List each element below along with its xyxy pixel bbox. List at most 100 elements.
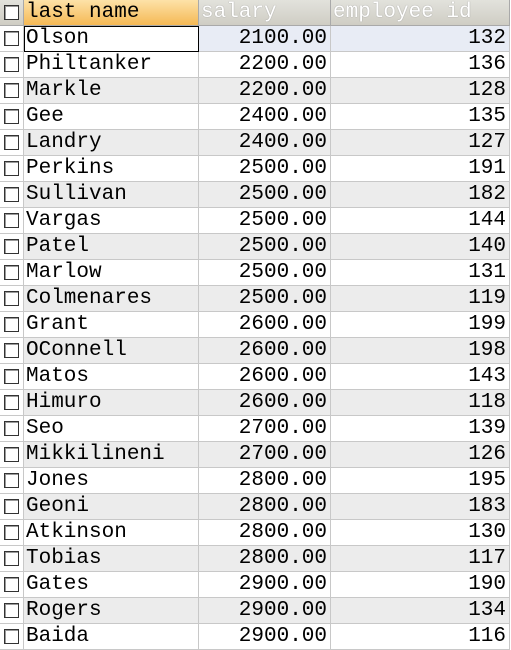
table-row[interactable]: Patel 2500.00 140 [0,234,510,260]
cell-salary[interactable]: 2500.00 [199,208,331,234]
cell-salary[interactable]: 2400.00 [199,104,331,130]
cell-employee-id[interactable]: 183 [331,494,510,520]
cell-last-name[interactable]: Mikkilineni [24,442,199,468]
cell-employee-id[interactable]: 140 [331,234,510,260]
cell-salary[interactable]: 2900.00 [199,598,331,624]
row-checkbox[interactable] [0,520,24,546]
row-checkbox[interactable] [0,572,24,598]
cell-last-name[interactable]: Colmenares [24,286,199,312]
cell-employee-id[interactable]: 117 [331,546,510,572]
cell-employee-id[interactable]: 195 [331,468,510,494]
table-row[interactable]: Gee 2400.00 135 [0,104,510,130]
row-checkbox[interactable] [0,208,24,234]
cell-salary[interactable]: 2600.00 [199,312,331,338]
cell-last-name[interactable]: Marlow [24,260,199,286]
table-row[interactable]: Matos 2600.00 143 [0,364,510,390]
row-checkbox[interactable] [0,312,24,338]
cell-employee-id[interactable]: 118 [331,390,510,416]
table-row[interactable]: Baida 2900.00 116 [0,624,510,650]
table-row[interactable]: Markle 2200.00 128 [0,78,510,104]
cell-employee-id[interactable]: 190 [331,572,510,598]
cell-employee-id[interactable]: 131 [331,260,510,286]
table-row[interactable]: Tobias 2800.00 117 [0,546,510,572]
row-checkbox[interactable] [0,624,24,650]
cell-last-name[interactable]: Jones [24,468,199,494]
cell-salary[interactable]: 2500.00 [199,182,331,208]
table-row[interactable]: Olson 2100.00 132 [0,26,510,52]
cell-employee-id[interactable]: 144 [331,208,510,234]
table-row[interactable]: Gates 2900.00 190 [0,572,510,598]
cell-employee-id[interactable]: 119 [331,286,510,312]
cell-last-name[interactable]: Philtanker [24,52,199,78]
cell-salary[interactable]: 2500.00 [199,234,331,260]
table-row[interactable]: Jones 2800.00 195 [0,468,510,494]
row-checkbox[interactable] [0,260,24,286]
cell-employee-id[interactable]: 199 [331,312,510,338]
cell-last-name[interactable]: OConnell [24,338,199,364]
table-row[interactable]: Colmenares 2500.00 119 [0,286,510,312]
cell-employee-id[interactable]: 127 [331,130,510,156]
cell-salary[interactable]: 2200.00 [199,78,331,104]
row-checkbox[interactable] [0,468,24,494]
cell-last-name[interactable]: Olson [24,26,199,52]
cell-last-name[interactable]: Vargas [24,208,199,234]
cell-employee-id[interactable]: 198 [331,338,510,364]
cell-last-name[interactable]: Patel [24,234,199,260]
table-row[interactable]: Perkins 2500.00 191 [0,156,510,182]
cell-last-name[interactable]: Perkins [24,156,199,182]
cell-salary[interactable]: 2500.00 [199,286,331,312]
cell-employee-id[interactable]: 126 [331,442,510,468]
cell-salary[interactable]: 2800.00 [199,520,331,546]
row-checkbox[interactable] [0,52,24,78]
cell-salary[interactable]: 2600.00 [199,390,331,416]
cell-employee-id[interactable]: 135 [331,104,510,130]
column-header-salary[interactable]: salary [199,0,331,26]
cell-last-name[interactable]: Gee [24,104,199,130]
cell-employee-id[interactable]: 191 [331,156,510,182]
cell-last-name[interactable]: Markle [24,78,199,104]
cell-last-name[interactable]: Geoni [24,494,199,520]
cell-employee-id[interactable]: 130 [331,520,510,546]
cell-salary[interactable]: 2500.00 [199,156,331,182]
row-checkbox[interactable] [0,286,24,312]
row-checkbox[interactable] [0,442,24,468]
cell-last-name[interactable]: Matos [24,364,199,390]
cell-last-name[interactable]: Baida [24,624,199,650]
cell-last-name[interactable]: Tobias [24,546,199,572]
cell-last-name[interactable]: Gates [24,572,199,598]
cell-last-name[interactable]: Himuro [24,390,199,416]
cell-salary[interactable]: 2400.00 [199,130,331,156]
column-header-employee-id[interactable]: employee id [331,0,510,26]
table-row[interactable]: Landry 2400.00 127 [0,130,510,156]
table-row[interactable]: Philtanker 2200.00 136 [0,52,510,78]
row-checkbox[interactable] [0,104,24,130]
cell-employee-id[interactable]: 116 [331,624,510,650]
select-all-checkbox[interactable] [0,0,24,26]
row-checkbox[interactable] [0,26,24,52]
table-row[interactable]: Mikkilineni 2700.00 126 [0,442,510,468]
cell-salary[interactable]: 2900.00 [199,572,331,598]
cell-salary[interactable]: 2600.00 [199,364,331,390]
table-row[interactable]: Himuro 2600.00 118 [0,390,510,416]
cell-last-name[interactable]: Landry [24,130,199,156]
cell-salary[interactable]: 2700.00 [199,442,331,468]
row-checkbox[interactable] [0,546,24,572]
cell-salary[interactable]: 2800.00 [199,546,331,572]
row-checkbox[interactable] [0,598,24,624]
table-row[interactable]: Marlow 2500.00 131 [0,260,510,286]
cell-employee-id[interactable]: 132 [331,26,510,52]
cell-salary[interactable]: 2200.00 [199,52,331,78]
cell-salary[interactable]: 2800.00 [199,494,331,520]
table-row[interactable]: Grant 2600.00 199 [0,312,510,338]
table-row[interactable]: Rogers 2900.00 134 [0,598,510,624]
table-row[interactable]: OConnell 2600.00 198 [0,338,510,364]
table-row[interactable]: Sullivan 2500.00 182 [0,182,510,208]
cell-employee-id[interactable]: 134 [331,598,510,624]
row-checkbox[interactable] [0,78,24,104]
cell-last-name[interactable]: Rogers [24,598,199,624]
cell-employee-id[interactable]: 128 [331,78,510,104]
column-header-last-name[interactable]: last name [24,0,199,26]
cell-salary[interactable]: 2500.00 [199,260,331,286]
row-checkbox[interactable] [0,364,24,390]
row-checkbox[interactable] [0,416,24,442]
